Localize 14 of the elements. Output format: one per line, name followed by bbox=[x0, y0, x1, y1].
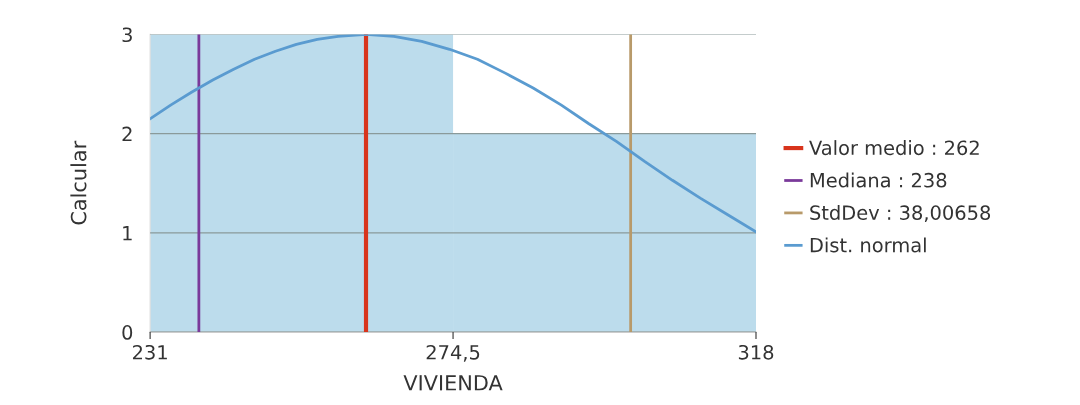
x-tick-label: 231 bbox=[132, 344, 167, 360]
y-axis-title: Calcular bbox=[70, 140, 87, 225]
x-tick-label: 274,5 bbox=[426, 344, 480, 362]
legend-label: Valor medio : 262 bbox=[809, 140, 979, 156]
legend-label: StdDev : 38,00658 bbox=[810, 204, 991, 222]
line-series bbox=[150, 34, 756, 234]
y-tick-label: 1 bbox=[123, 226, 132, 241]
legend-label: Mediana : 238 bbox=[810, 172, 947, 188]
y-tick-label: 3 bbox=[122, 27, 132, 43]
x-tick-label: 318 bbox=[738, 344, 774, 360]
y-tick-label: 0 bbox=[122, 325, 133, 340]
y-tick-label: 2 bbox=[122, 126, 132, 142]
x-axis-title: VIVIENDA bbox=[403, 375, 503, 391]
legend-label: Dist. normal bbox=[810, 237, 926, 253]
